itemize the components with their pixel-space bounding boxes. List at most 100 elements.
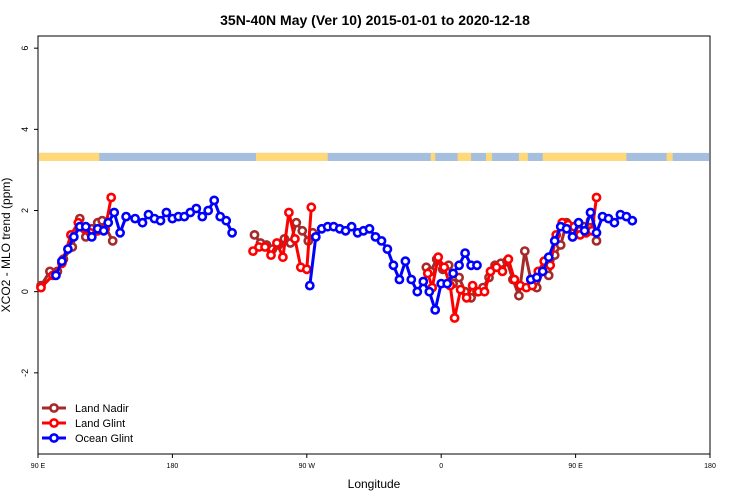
y-axis-label: XCO2 - MLO trend (ppm) [0,178,13,313]
data-point [115,227,125,238]
legend: Land Nadir Land Glint Ocean Glint [42,403,133,445]
x-tick-label: 0 [439,463,443,470]
data-point [103,217,114,228]
data-point [591,235,602,246]
x-tick-label: 90 W [299,463,316,470]
data-point [591,227,602,238]
y-tick-label: 4 [20,127,30,132]
x-tick-label: 90 E [31,463,46,470]
data-point [461,292,472,303]
data-point [519,246,530,256]
data-point [57,256,67,267]
data-point [537,266,548,277]
data-point [567,231,578,242]
data-point [191,203,202,214]
y-tick-label: 2 [20,208,30,213]
data-point [203,205,214,216]
data-point [549,235,560,246]
data-point [36,282,46,293]
data-point [422,268,433,279]
data-point [479,286,490,297]
data-point [107,235,118,246]
data-point [283,207,294,218]
legend-marker [49,403,59,413]
data-point [266,250,276,260]
land-band [486,152,492,161]
data-point [297,225,308,236]
data-point [68,231,79,242]
land-band [430,152,436,161]
data-point [106,192,117,203]
data-point [86,231,97,242]
chart-title: 35N-40N May (Ver 10) 2015-01-01 to 2020-… [220,12,530,28]
data-point [609,217,620,228]
data-point [497,266,508,277]
data-point [121,211,131,222]
data-point [424,286,435,297]
legend-item: Land Glint [42,418,125,430]
data-point [249,229,260,240]
data-point [439,262,450,273]
land-band [666,152,673,161]
data-point [364,223,375,234]
data-point [209,195,220,206]
data-point [277,252,288,263]
data-point [291,217,302,228]
x-tick-label: 180 [704,463,716,470]
series-ocean-glint [51,195,638,315]
data-point [503,254,514,265]
legend-label: Ocean Glint [75,433,133,445]
data-point [98,225,109,236]
data-point [289,233,300,244]
data-point [63,244,73,254]
data-point [310,231,321,242]
data-point [418,276,429,287]
data-point [412,286,423,297]
data-point [161,207,172,218]
data-point [301,264,312,275]
data-point [449,313,460,323]
data-point [543,252,554,263]
ocean-band [39,152,709,161]
data-point [51,270,61,281]
y-tick-label: 0 [20,289,30,294]
data-point [472,260,482,271]
data-point [579,225,590,236]
data-point [394,274,405,285]
data-point [406,274,417,285]
legend-label: Land Nadir [75,403,129,415]
x-axis: 90 E 180 90 W 0 90 E 180 [31,454,716,470]
data-point [306,202,317,213]
data-point [455,284,466,295]
data-point [585,207,596,218]
legend-item: Land Nadir [42,403,129,415]
data-point [197,211,208,222]
data-point [454,260,464,271]
data-point [137,217,148,228]
land-band [256,152,328,161]
data-point [442,278,453,289]
data-point [531,272,542,283]
data-point [467,280,478,291]
data-point [433,252,444,263]
legend-marker [49,433,59,443]
data-point [430,304,441,315]
x-axis-label: Longitude [348,477,401,491]
data-point [561,223,572,234]
data-point [400,256,411,267]
data-point [271,238,282,248]
data-point [109,207,120,218]
data-point [460,248,470,258]
y-tick-label: 6 [20,46,30,51]
land-band [542,152,627,161]
data-point [376,235,387,246]
data-point [591,192,602,203]
data-point [155,215,166,226]
legend-label: Land Glint [75,418,125,430]
legend-item: Ocean Glint [42,433,133,445]
data-point [80,221,91,232]
land-mask-strip [39,152,709,161]
data-point [304,280,315,291]
legend-marker [49,418,59,428]
